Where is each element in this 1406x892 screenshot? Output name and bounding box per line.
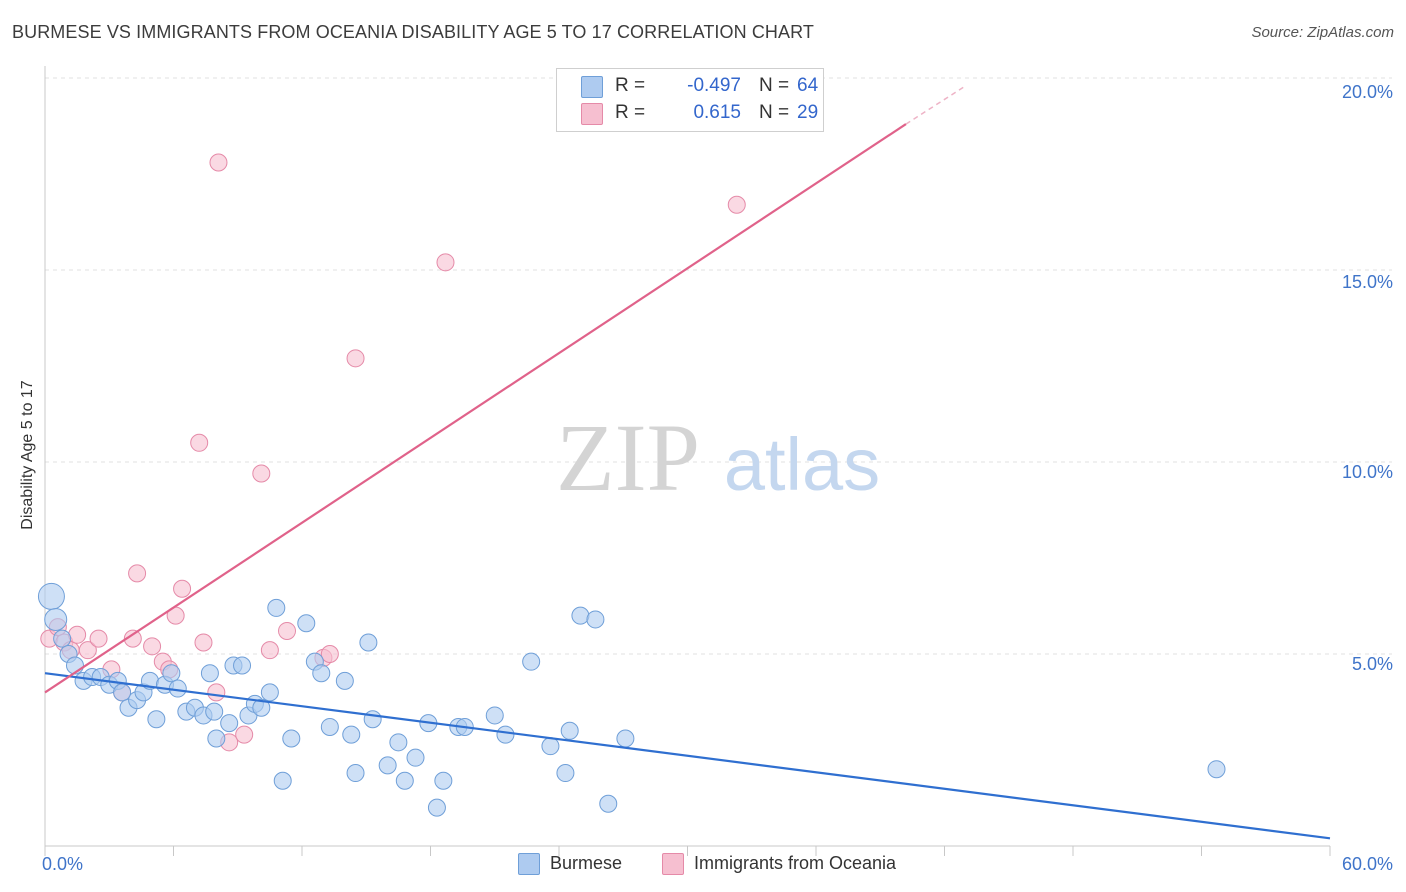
series-legend: Burmese Immigrants from Oceania (0, 852, 1406, 876)
data-point-burmese (363, 710, 382, 729)
data-point-oceania (346, 349, 365, 368)
data-point-burmese (220, 714, 239, 733)
data-point-oceania (260, 641, 279, 660)
trend-line-burmese (44, 672, 1331, 840)
legend-swatch-oceania (581, 103, 603, 125)
data-point-burmese (395, 771, 414, 790)
data-point-burmese (406, 748, 425, 767)
correlation-legend: R = -0.497 N = 64 R = 0.615 N = 29 (556, 68, 824, 132)
data-point-oceania (235, 725, 254, 744)
trend-lines (44, 85, 1331, 840)
data-point-oceania (436, 253, 455, 272)
data-point-burmese (1207, 760, 1226, 779)
y-tick-labels: 5.0% 10.0% 15.0% 20.0% (1342, 82, 1393, 674)
n-value: 29 (797, 102, 819, 123)
y-tick-label: 20.0% (1342, 82, 1393, 102)
data-point-burmese (320, 717, 339, 736)
data-point-burmese (297, 614, 316, 633)
data-point-oceania (78, 641, 97, 660)
data-point-oceania (68, 625, 87, 644)
data-point-burmese (522, 652, 541, 671)
data-point-oceania (173, 579, 192, 598)
watermark-atlas: atlas (724, 423, 880, 506)
data-point-burmese (207, 729, 226, 748)
data-point-burmese (44, 607, 68, 631)
data-point-burmese (346, 764, 365, 783)
watermark-zip: ZIP (556, 404, 700, 511)
data-point-burmese (252, 698, 271, 717)
y-tick-label: 5.0% (1352, 654, 1393, 674)
data-point-burmese (162, 664, 181, 683)
series-burmese (37, 582, 1226, 817)
data-point-burmese (267, 598, 286, 617)
data-point-oceania (320, 645, 339, 663)
data-point-oceania (194, 633, 213, 652)
data-point-burmese (200, 664, 219, 683)
data-point-burmese (342, 725, 361, 744)
y-tick-label: 15.0% (1342, 272, 1393, 292)
axes (44, 66, 1331, 856)
r-value: 0.615 (693, 102, 741, 123)
data-point-burmese (378, 756, 397, 775)
n-label: N = (759, 102, 790, 123)
data-point-burmese (273, 771, 292, 790)
r-label: R = (615, 102, 646, 123)
data-point-burmese (496, 725, 515, 744)
data-point-oceania (89, 629, 108, 648)
trend-line-oceania-extension (905, 85, 967, 125)
legend-label-burmese: Burmese (550, 853, 623, 873)
data-point-oceania (209, 153, 228, 172)
data-point-burmese (434, 771, 453, 790)
data-point-burmese (427, 798, 446, 817)
data-point-oceania (278, 621, 297, 640)
data-point-burmese (282, 729, 301, 748)
data-point-burmese (560, 721, 579, 740)
data-point-burmese (599, 794, 618, 813)
legend-swatch-burmese (581, 76, 603, 98)
data-point-oceania (727, 195, 746, 214)
r-label: R = (615, 75, 646, 96)
source-note: Source: ZipAtlas.com (1251, 24, 1394, 41)
data-point-burmese (312, 664, 331, 683)
x-tick-labels: 0.0% 60.0% (42, 854, 1393, 874)
data-point-oceania (128, 564, 147, 583)
data-point-burmese (53, 629, 72, 648)
data-point-burmese (147, 710, 166, 729)
legend-swatch-burmese (518, 853, 540, 875)
data-point-burmese (335, 671, 354, 690)
legend-label-oceania: Immigrants from Oceania (694, 853, 897, 873)
data-point-oceania (190, 433, 209, 452)
data-point-burmese (541, 737, 560, 756)
n-value: 64 (797, 75, 819, 96)
data-point-burmese (556, 764, 575, 783)
data-point-burmese (359, 633, 378, 652)
data-point-oceania (123, 629, 142, 648)
chart-title: BURMESE VS IMMIGRANTS FROM OCEANIA DISAB… (12, 22, 815, 42)
data-point-burmese (113, 683, 132, 702)
trend-line-oceania (44, 123, 907, 694)
data-point-burmese (389, 733, 408, 752)
data-point-oceania (207, 683, 226, 702)
watermark: ZIP atlas (556, 404, 880, 511)
x-tick-label: 60.0% (1342, 854, 1393, 874)
data-point-oceania (143, 637, 162, 656)
data-point-burmese (571, 606, 590, 625)
data-point-burmese (485, 706, 504, 725)
data-point-oceania (252, 464, 271, 483)
gridlines (45, 77, 1392, 655)
data-point-burmese (37, 582, 65, 610)
x-tick-label: 0.0% (42, 854, 83, 874)
r-value: -0.497 (687, 75, 741, 96)
legend-swatch-oceania (662, 853, 684, 875)
data-point-burmese (205, 702, 224, 721)
data-point-burmese (260, 683, 279, 702)
data-point-burmese (586, 610, 605, 629)
n-label: N = (759, 75, 790, 96)
data-point-burmese (616, 729, 635, 748)
y-tick-label: 10.0% (1342, 462, 1393, 482)
data-point-burmese (233, 656, 252, 675)
